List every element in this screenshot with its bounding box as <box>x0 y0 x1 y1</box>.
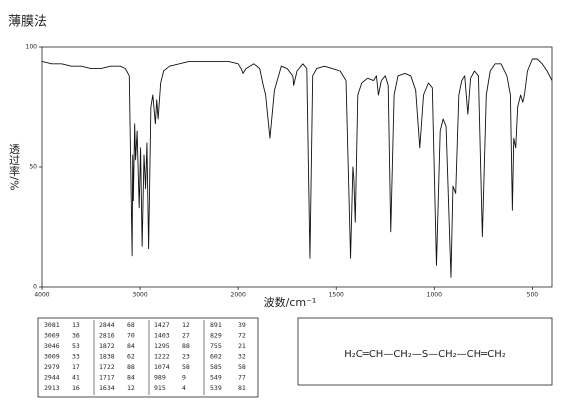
table-cell: 2844 <box>99 321 115 329</box>
table-cell: 33 <box>72 353 80 361</box>
plot-frame <box>41 46 553 288</box>
table-cell: 36 <box>72 332 80 340</box>
table-cell: 58 <box>182 363 190 371</box>
table-cell: 915 <box>154 384 166 392</box>
table-cell: 829 <box>210 332 222 340</box>
x-tick-label: 2000 <box>231 292 246 299</box>
y-axis-label: 透过率/% <box>8 143 21 190</box>
table-cell: 72 <box>238 332 246 340</box>
table-cell: 1403 <box>154 332 170 340</box>
x-axis-label: 波数/cm⁻¹ <box>264 296 317 309</box>
table-cell: 39 <box>238 321 246 329</box>
table-cell: 62 <box>127 353 135 361</box>
table-cell: 989 <box>154 374 166 382</box>
table-cell: 17 <box>72 363 80 371</box>
table-cell: 2913 <box>44 384 60 392</box>
chart-title: 薄膜法 <box>8 15 47 30</box>
table-cell: 21 <box>238 342 246 350</box>
y-tick-label: 0 <box>33 284 37 291</box>
table-cell: 1634 <box>99 384 115 392</box>
table-cell: 1717 <box>99 374 115 382</box>
table-cell: 755 <box>210 342 222 350</box>
table-cell: 3081 <box>44 321 60 329</box>
table-cell: 58 <box>238 363 246 371</box>
table-cell: 1838 <box>99 353 115 361</box>
x-tick-label: 4000 <box>34 292 49 299</box>
table-cell: 70 <box>127 332 135 340</box>
x-tick-label: 500 <box>527 292 539 299</box>
y-tick-label: 100 <box>26 44 38 51</box>
table-cell: 891 <box>210 321 222 329</box>
spectrum-line <box>41 58 553 278</box>
table-cell: 12 <box>182 321 190 329</box>
table-cell: 1872 <box>99 342 115 350</box>
table-cell: 549 <box>210 374 222 382</box>
table-cell: 1295 <box>154 342 170 350</box>
table-cell: 23 <box>182 353 190 361</box>
table-cell: 16 <box>72 384 80 392</box>
table-cell: 3009 <box>44 353 60 361</box>
table-cell: 2944 <box>44 374 60 382</box>
table-cell: 13 <box>72 321 80 329</box>
table-cell: 3046 <box>44 342 60 350</box>
table-cell: 1074 <box>154 363 170 371</box>
table-cell: 81 <box>238 384 246 392</box>
table-cell: 2816 <box>99 332 115 340</box>
table-cell: 84 <box>127 374 135 382</box>
peak-table-box <box>37 317 259 398</box>
table-cell: 1427 <box>154 321 170 329</box>
structure-box <box>297 317 553 386</box>
table-cell: 88 <box>182 342 190 350</box>
table-cell: 9 <box>182 374 186 382</box>
x-tick-label: 1500 <box>329 292 344 299</box>
y-tick-label: 50 <box>29 164 37 171</box>
table-cell: 27 <box>182 332 190 340</box>
table-cell: 539 <box>210 384 222 392</box>
table-cell: 12 <box>127 384 135 392</box>
table-cell: 1722 <box>99 363 115 371</box>
table-cell: 88 <box>127 363 135 371</box>
table-cell: 84 <box>127 342 135 350</box>
table-cell: 53 <box>72 342 80 350</box>
table-cell: 1222 <box>154 353 170 361</box>
table-cell: 68 <box>127 321 135 329</box>
table-cell: 4 <box>182 384 186 392</box>
table-cell: 602 <box>210 353 222 361</box>
x-tick-label: 1000 <box>427 292 442 299</box>
x-tick-label: 3000 <box>132 292 147 299</box>
table-cell: 585 <box>210 363 222 371</box>
table-cell: 41 <box>72 374 80 382</box>
table-cell: 77 <box>238 374 246 382</box>
table-cell: 32 <box>238 353 246 361</box>
table-cell: 2979 <box>44 363 60 371</box>
table-cell: 3069 <box>44 332 60 340</box>
structure-formula: H₂C═CH—CH₂—S—CH₂—CH═CH₂ <box>344 349 505 360</box>
